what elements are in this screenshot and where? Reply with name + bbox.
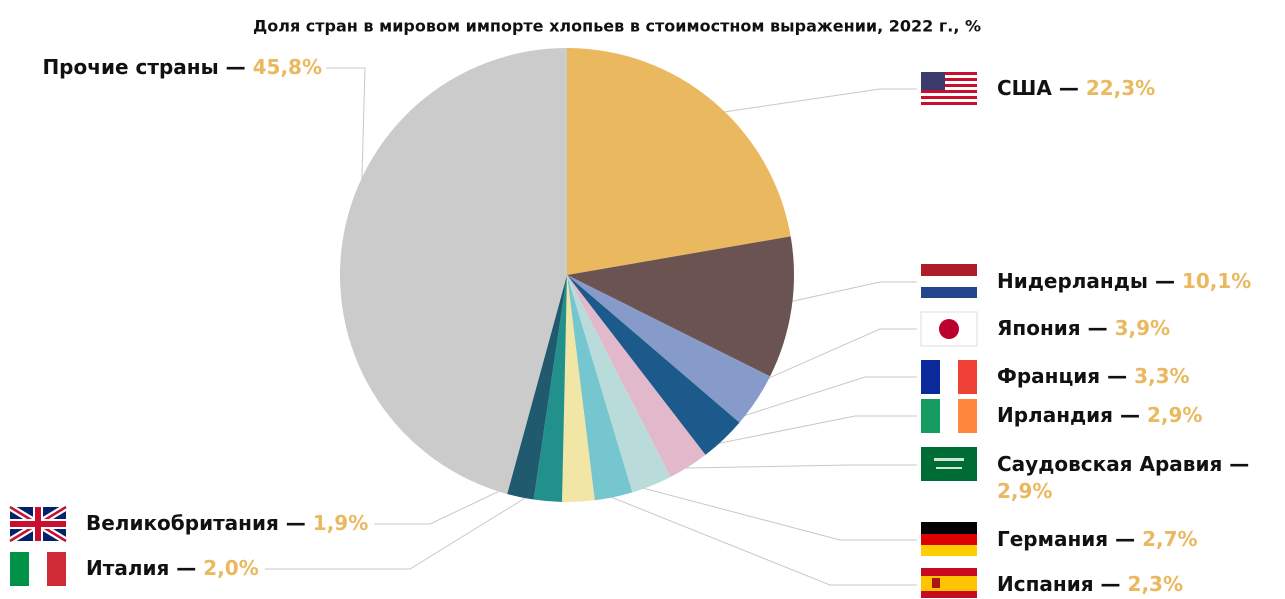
leader-line bbox=[577, 483, 917, 586]
pie-slice bbox=[533, 275, 567, 502]
flag-italy bbox=[10, 552, 66, 586]
flag-spain bbox=[921, 568, 977, 598]
label-separator: — bbox=[1113, 403, 1147, 427]
label-separator: — bbox=[219, 55, 253, 79]
category-label: Франция bbox=[997, 364, 1100, 388]
value-label: 1,9% bbox=[313, 511, 368, 535]
label-separator: — bbox=[1094, 572, 1128, 596]
value-label: 2,9% bbox=[1147, 403, 1202, 427]
pie-slice bbox=[562, 275, 595, 502]
flag-saudi bbox=[921, 447, 977, 481]
slice-label: Прочие страны — 45,8% bbox=[42, 55, 322, 79]
slice-label: Испания — 2,3% bbox=[997, 572, 1183, 596]
flag-ireland bbox=[921, 399, 977, 433]
slice-label: Франция — 3,3% bbox=[997, 364, 1190, 388]
pie-slice bbox=[567, 275, 706, 477]
category-label: Германия bbox=[997, 527, 1108, 551]
leader-line bbox=[740, 328, 917, 391]
slice-label: Нидерланды — 10,1% bbox=[997, 269, 1251, 293]
label-separator: — bbox=[1148, 269, 1182, 293]
value-label: 3,3% bbox=[1134, 364, 1189, 388]
value-label: 2,3% bbox=[1128, 572, 1183, 596]
leader-line bbox=[710, 376, 917, 427]
category-label: Италия bbox=[86, 556, 169, 580]
flag-uk bbox=[8, 504, 68, 544]
chart-title: Доля стран в мировом импорте хлопьев в с… bbox=[253, 17, 981, 36]
category-label: Испания bbox=[997, 572, 1094, 596]
pie-slice bbox=[339, 48, 567, 494]
slice-label: Япония — 3,9% bbox=[997, 316, 1170, 340]
flag-netherlands bbox=[921, 264, 977, 298]
label-separator: — bbox=[1100, 364, 1134, 388]
label-separator: — bbox=[1052, 76, 1086, 100]
pie-slice bbox=[567, 275, 740, 455]
leader-line bbox=[609, 478, 917, 541]
slice-label: Великобритания — 1,9% bbox=[86, 511, 368, 535]
slice-label: Германия — 2,7% bbox=[997, 527, 1198, 551]
category-label: США bbox=[997, 76, 1052, 100]
slice-label: Ирландия — 2,9% bbox=[997, 403, 1202, 427]
leader-line bbox=[264, 482, 550, 570]
pie-slice bbox=[507, 275, 567, 500]
value-label: 10,1% bbox=[1182, 269, 1251, 293]
label-separator: — bbox=[169, 556, 203, 580]
flag-japan bbox=[920, 311, 978, 347]
leader-lines bbox=[264, 67, 917, 586]
category-label: Саудовская Аравия bbox=[997, 452, 1222, 476]
leader-line bbox=[701, 88, 917, 116]
pie-slice bbox=[567, 275, 771, 423]
flag-germany bbox=[921, 522, 977, 556]
leader-line bbox=[645, 464, 917, 470]
flags bbox=[8, 72, 978, 598]
slice-label: Саудовская Аравия — 2,9% bbox=[997, 452, 1256, 503]
label-separator: — bbox=[1222, 452, 1256, 476]
value-label: 3,9% bbox=[1115, 316, 1170, 340]
label-separator: — bbox=[1108, 527, 1142, 551]
label-separator: — bbox=[279, 511, 313, 535]
category-label: Ирландия bbox=[997, 403, 1113, 427]
pie-slice bbox=[567, 275, 633, 501]
category-label: Нидерланды bbox=[997, 269, 1148, 293]
leader-line bbox=[678, 415, 917, 452]
slice-label: Италия — 2,0% bbox=[86, 556, 259, 580]
category-label: Великобритания bbox=[86, 511, 279, 535]
value-label: 22,3% bbox=[1086, 76, 1155, 100]
slice-label: США — 22,3% bbox=[997, 76, 1155, 100]
value-label: 2,9% bbox=[997, 479, 1052, 503]
category-label: Япония bbox=[997, 316, 1081, 340]
pie-slice bbox=[567, 275, 671, 493]
value-label: 2,7% bbox=[1142, 527, 1197, 551]
category-label: Прочие страны bbox=[42, 55, 218, 79]
leader-line bbox=[773, 281, 917, 306]
value-label: 2,0% bbox=[203, 556, 258, 580]
leader-line bbox=[374, 478, 525, 525]
label-separator: — bbox=[1081, 316, 1115, 340]
pie-slice bbox=[567, 48, 791, 275]
flag-france bbox=[921, 360, 977, 394]
flag-usa bbox=[921, 72, 977, 106]
value-label: 45,8% bbox=[253, 55, 322, 79]
pie-slice bbox=[567, 236, 794, 377]
